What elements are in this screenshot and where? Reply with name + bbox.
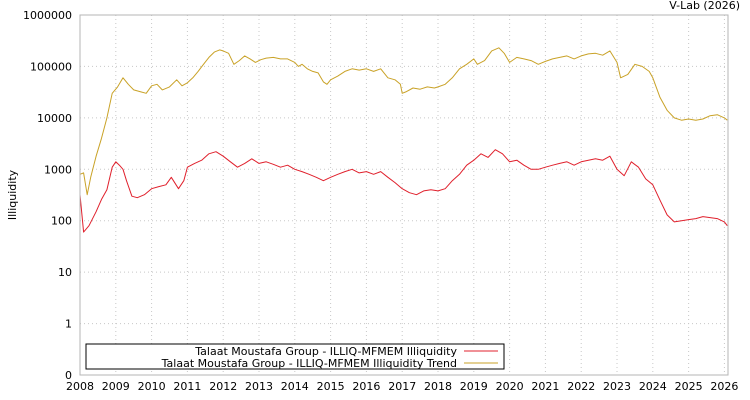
x-tick-label: 2026	[710, 380, 738, 393]
x-tick-label: 2023	[603, 380, 631, 393]
legend-label-illiquidity-trend: Talaat Moustafa Group - ILLIQ-MFMEM Illi…	[161, 357, 457, 370]
series-line-illiquidity	[79, 149, 728, 233]
x-tick-label: 2008	[66, 380, 94, 393]
x-tick-label: 2009	[102, 380, 130, 393]
x-tick-label: 2018	[424, 380, 452, 393]
x-tick-label: 2013	[245, 380, 273, 393]
y-tick-label: 100000	[30, 60, 72, 73]
x-tick-label: 2019	[460, 380, 488, 393]
x-tick-label: 2022	[567, 380, 595, 393]
y-tick-label: 0	[65, 369, 72, 382]
x-tick-label: 2014	[281, 380, 309, 393]
plot-frame	[79, 14, 729, 376]
y-axis-label: Illiquidity	[6, 169, 19, 220]
x-tick-label: 2020	[496, 380, 524, 393]
legend-label-illiquidity: Talaat Moustafa Group - ILLIQ-MFMEM Illi…	[194, 345, 457, 358]
series-line-illiquidity-trend	[79, 47, 728, 196]
watermark: V-Lab (2026)	[669, 0, 740, 12]
y-tick-label: 1	[65, 318, 72, 331]
y-tick-label: 1000	[44, 163, 72, 176]
y-tick-label: 10	[58, 266, 72, 279]
legend: Talaat Moustafa Group - ILLIQ-MFMEM Illi…	[85, 343, 505, 370]
x-tick-label: 2024	[639, 380, 667, 393]
legend-box	[85, 343, 505, 370]
x-tick-label: 2011	[173, 380, 201, 393]
y-tick-label: 1000000	[23, 9, 72, 22]
x-tick-label: 2017	[388, 380, 416, 393]
grid-lines	[80, 15, 728, 375]
x-tick-label: 2012	[209, 380, 237, 393]
series-layer	[79, 47, 728, 233]
x-tick-label: 2021	[531, 380, 559, 393]
y-tick-label: 100	[51, 215, 72, 228]
x-axis-ticks: 2008 2009 2010 2011 2012 2013 2014 2015 2016 2017…	[66, 380, 738, 393]
x-tick-label: 2025	[675, 380, 703, 393]
x-tick-label: 2010	[138, 380, 166, 393]
y-tick-label: 10000	[37, 112, 72, 125]
x-tick-label: 2015	[317, 380, 345, 393]
x-tick-label: 2016	[352, 380, 380, 393]
